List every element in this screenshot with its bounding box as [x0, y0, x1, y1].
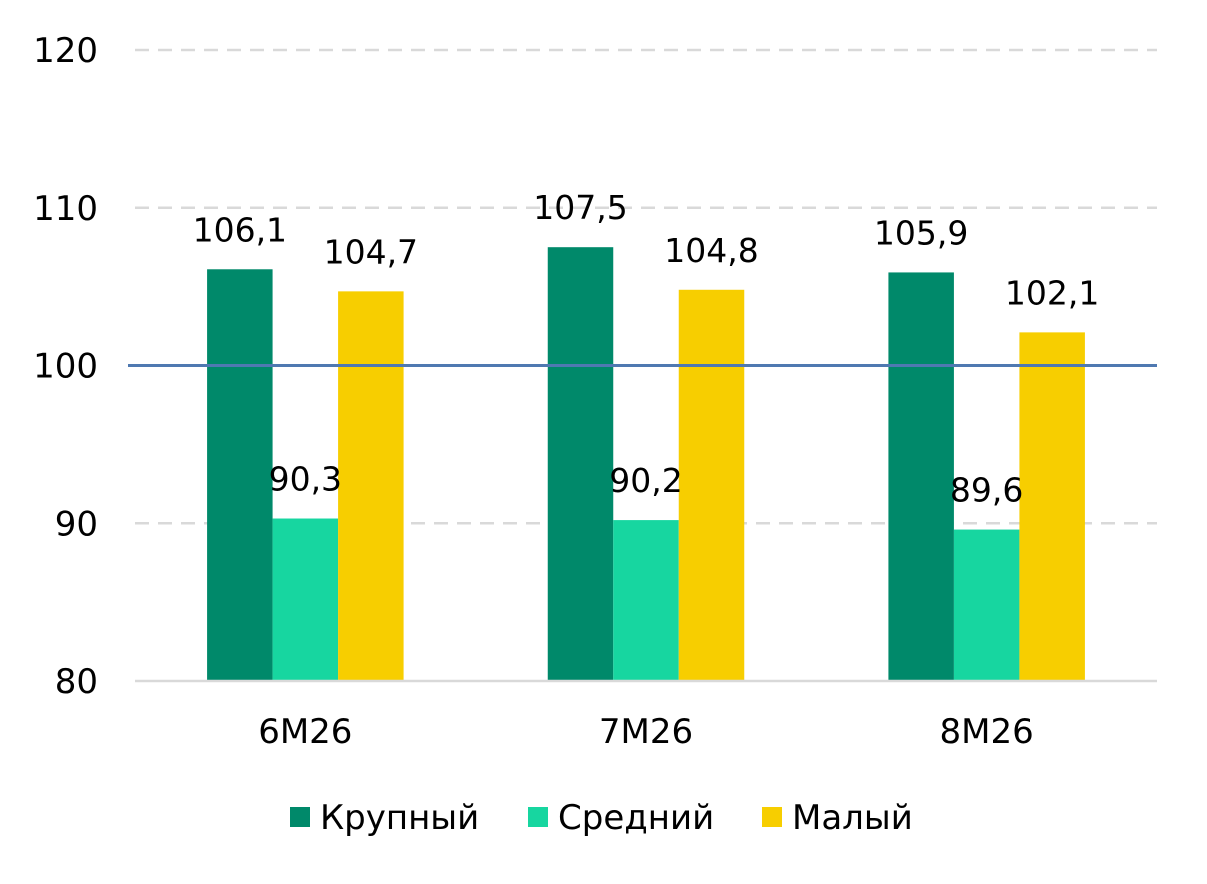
axes: 80 90 100 110 120 6М26 7М26 8М26 [33, 31, 1157, 752]
data-label-Малый-8М26: 102,1 [1005, 273, 1099, 312]
bar-Средний-7М26 [613, 520, 679, 681]
legend-label-Крупный: Крупный [320, 798, 479, 838]
legend-swatch-Крупный [290, 807, 310, 827]
y-tick-label-120: 120 [33, 31, 98, 71]
data-label-Крупный-6М26: 106,1 [193, 210, 287, 249]
data-label-Средний-6М26: 90,3 [269, 460, 342, 499]
legend-swatch-Средний [528, 807, 548, 827]
data-label-Малый-7М26: 104,8 [664, 231, 758, 270]
x-tick-label-8М26: 8М26 [940, 712, 1034, 752]
bar-Крупный-6М26 [207, 269, 273, 681]
bar-Средний-8М26 [953, 529, 1020, 681]
bar-Крупный-7М26 [547, 247, 614, 681]
bar-Малый-6М26 [338, 291, 404, 681]
bar-Средний-6М26 [272, 518, 339, 681]
data-label-Крупный-8М26: 105,9 [874, 213, 968, 252]
data-label-Крупный-7М26: 107,5 [533, 188, 627, 227]
bar-Малый-7М26 [678, 289, 745, 681]
legend-label-Средний: Средний [558, 798, 714, 838]
bars [207, 247, 1085, 681]
y-tick-label-110: 110 [33, 189, 98, 229]
x-tick-label-7М26: 7М26 [599, 712, 693, 752]
legend: Крупный Средний Малый [290, 798, 913, 838]
legend-swatch-Малый [762, 807, 782, 827]
y-tick-label-100: 100 [33, 347, 98, 387]
data-label-Средний-7М26: 90,2 [609, 461, 682, 500]
y-tick-label-80: 80 [55, 662, 98, 702]
bar-Крупный-8М26 [888, 272, 954, 681]
legend-label-Малый: Малый [792, 798, 913, 838]
data-labels: 106,1 90,3 104,7 107,5 90,2 104,8 105,9 89,6 102… [193, 188, 1100, 509]
data-label-Малый-6М26: 104,7 [324, 232, 418, 271]
x-tick-label-6М26: 6М26 [258, 712, 352, 752]
data-label-Средний-8М26: 89,6 [950, 471, 1023, 510]
bar-Малый-8М26 [1019, 332, 1085, 681]
gridlines [135, 48, 1157, 525]
y-tick-label-90: 90 [55, 504, 98, 544]
